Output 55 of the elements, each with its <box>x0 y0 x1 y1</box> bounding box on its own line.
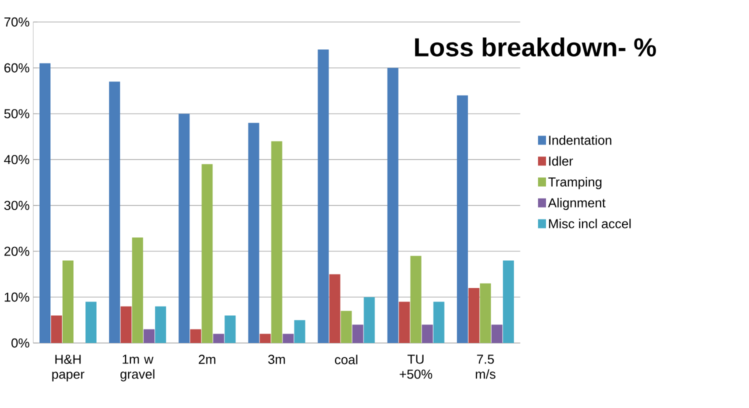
bar <box>120 306 132 343</box>
bar <box>260 334 271 343</box>
bar <box>422 324 433 343</box>
bar <box>398 302 410 343</box>
legend-label: Misc incl accel <box>549 218 631 228</box>
bar <box>271 141 282 343</box>
bar <box>364 297 375 343</box>
bar <box>144 329 155 343</box>
bar <box>387 68 398 343</box>
bar <box>433 302 444 343</box>
bar <box>282 334 294 343</box>
bar <box>213 334 224 343</box>
bar <box>86 302 96 343</box>
legend-label: Idler <box>549 156 573 166</box>
bar <box>294 320 306 343</box>
legend-label: Alignment <box>548 198 606 210</box>
x-tick-label: 2m <box>198 354 216 364</box>
y-tick-label: 40% <box>4 154 30 164</box>
x-tick-label: H&H paper <box>52 354 84 382</box>
x-tick-label: 1m w gravel <box>120 354 154 382</box>
legend-label: Tramping <box>548 177 602 190</box>
bar <box>190 329 202 343</box>
y-tick-label: 70% <box>4 17 30 27</box>
bar <box>491 324 502 343</box>
bar <box>352 324 364 343</box>
bar <box>468 288 480 343</box>
legend-label: Indentation <box>549 135 612 145</box>
bar <box>224 315 236 343</box>
bar <box>248 122 260 343</box>
bar <box>340 310 352 343</box>
bar <box>456 95 468 343</box>
bar <box>318 50 329 343</box>
x-tick-label: 7.5 m/s <box>476 354 496 379</box>
bar <box>40 63 50 343</box>
bar <box>51 315 62 343</box>
y-tick-label: 10% <box>4 292 30 302</box>
x-tick-label: 3m <box>268 354 285 364</box>
y-tick-label: 50% <box>4 109 30 118</box>
bar <box>202 164 213 343</box>
chart-title: Loss breakdown- % <box>415 37 656 57</box>
y-tick-label: 30% <box>4 200 30 210</box>
bar <box>109 82 120 343</box>
bar <box>502 260 514 343</box>
bar <box>62 260 74 343</box>
x-tick-label: TU +50% <box>400 354 432 379</box>
bar <box>178 114 190 343</box>
bar <box>480 283 491 343</box>
y-tick-label: 20% <box>4 246 30 256</box>
y-tick-label: 60% <box>4 63 30 72</box>
bar <box>155 306 166 343</box>
x-tick-label: coal <box>334 354 358 364</box>
bar <box>132 238 144 343</box>
bar <box>329 274 340 343</box>
bar <box>410 256 422 343</box>
y-tick-label: 0% <box>11 338 30 348</box>
